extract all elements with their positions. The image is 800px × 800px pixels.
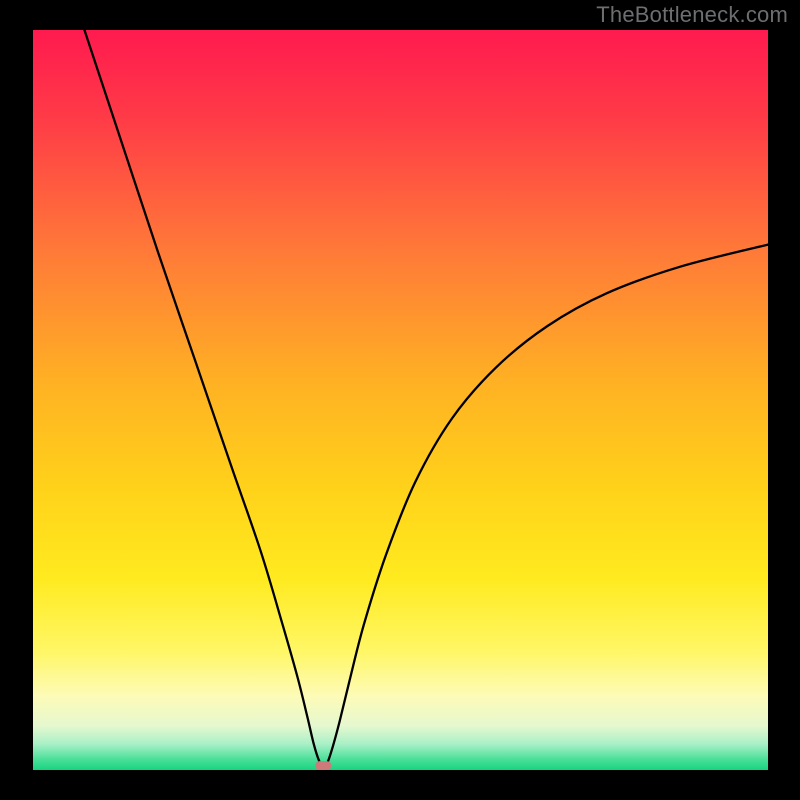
plot-background [33, 30, 768, 770]
optimum-marker [315, 761, 331, 770]
chart-frame: TheBottleneck.com [0, 0, 800, 800]
watermark-text: TheBottleneck.com [596, 2, 788, 28]
bottleneck-curve-chart [0, 0, 800, 800]
